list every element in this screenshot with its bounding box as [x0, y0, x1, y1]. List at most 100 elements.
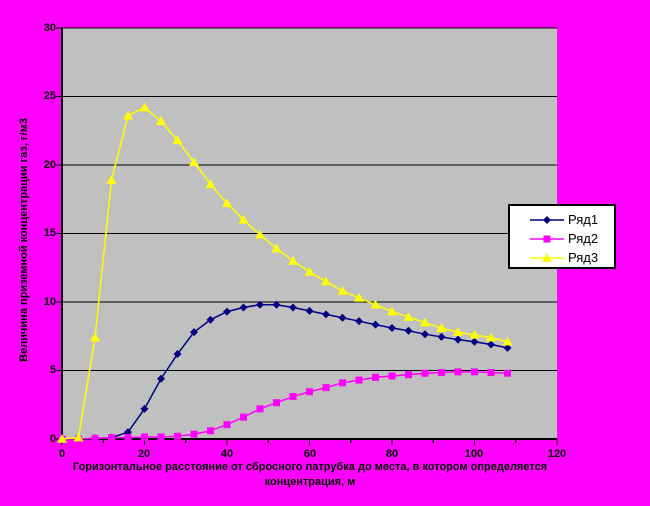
triangle-icon [542, 253, 552, 262]
series-2-marker[interactable] [487, 369, 495, 377]
series-1-marker[interactable] [470, 337, 479, 346]
x-axis-title: Горизонтальное расстояние от сбросного п… [72, 461, 548, 488]
series-2-marker[interactable] [372, 373, 379, 381]
series-1-marker[interactable] [487, 340, 495, 349]
series-3-marker[interactable] [222, 198, 232, 208]
series-3-marker[interactable] [321, 276, 331, 286]
series-2-marker[interactable] [141, 433, 148, 441]
series-2-marker[interactable] [289, 393, 297, 401]
series-1-marker[interactable] [338, 313, 347, 322]
series-1-marker[interactable] [322, 310, 330, 319]
series-2-marker[interactable] [322, 384, 330, 392]
series-1-marker[interactable] [289, 303, 297, 312]
x-tick-label: 80 [385, 448, 399, 460]
series-1-marker[interactable] [256, 300, 264, 309]
series-1-marker[interactable] [503, 343, 512, 352]
series-1-marker[interactable] [421, 330, 429, 339]
series-2-marker[interactable] [306, 388, 313, 396]
series-1-marker[interactable] [190, 328, 198, 337]
series-3-marker[interactable] [172, 135, 183, 145]
series-3-marker[interactable] [420, 317, 430, 327]
series-1-marker[interactable] [305, 306, 314, 315]
series-2-marker[interactable] [388, 372, 396, 380]
series-2-marker[interactable] [157, 433, 165, 441]
series-2-marker[interactable] [355, 376, 363, 384]
series-2-marker[interactable] [504, 369, 511, 377]
series-3-marker[interactable] [238, 214, 249, 224]
series-2-marker[interactable] [240, 413, 247, 421]
series-2-marker[interactable] [421, 369, 429, 377]
legend-line-sample-diamond-icon [530, 215, 564, 224]
legend[interactable]: Ряд1 Ряд2 Ряд3 [508, 204, 616, 269]
series-2-marker[interactable] [273, 399, 280, 407]
legend-label: Ряд2 [568, 230, 599, 246]
series-2-marker[interactable] [108, 434, 115, 442]
series-3-marker[interactable] [57, 434, 67, 443]
series-3-marker[interactable] [156, 116, 166, 125]
series-2-marker[interactable] [223, 421, 231, 429]
series-3-marker[interactable] [73, 432, 84, 442]
series-2-marker[interactable] [190, 430, 198, 438]
series-1-marker[interactable] [173, 350, 182, 359]
series-3-marker[interactable] [205, 179, 216, 188]
series-3-marker[interactable] [370, 299, 381, 309]
legend-label: Ряд3 [568, 249, 599, 265]
y-tick-label: 20 [43, 159, 56, 171]
series-3-marker[interactable] [453, 327, 463, 336]
series-1-marker[interactable] [140, 404, 149, 413]
y-tick-label: 25 [43, 90, 56, 102]
series-3-marker[interactable] [271, 243, 282, 253]
series-3-marker[interactable] [123, 110, 133, 120]
series-3-marker[interactable] [436, 323, 447, 332]
legend-item-series3[interactable]: Ряд3 [530, 248, 614, 267]
series-3-marker[interactable] [502, 336, 513, 346]
series-3-marker[interactable] [304, 266, 315, 276]
series-3-marker[interactable] [288, 255, 298, 265]
series-1-marker[interactable] [206, 315, 215, 324]
x-tick-label: 0 [58, 448, 66, 460]
series-2-marker[interactable] [339, 379, 346, 387]
series-2-marker[interactable] [174, 432, 181, 440]
series-1-marker[interactable] [272, 300, 281, 309]
series-2-marker[interactable] [91, 434, 99, 442]
series-3-marker[interactable] [255, 229, 265, 239]
series-3-marker[interactable] [387, 306, 397, 316]
legend-item-series2[interactable]: Ряд2 [530, 229, 614, 248]
series-1-marker[interactable] [388, 324, 396, 333]
series-2-line[interactable] [62, 371, 508, 440]
series-2-marker[interactable] [256, 405, 264, 413]
series-1-marker[interactable] [223, 307, 231, 316]
y-tick-label: 10 [43, 296, 56, 308]
series-1-marker[interactable] [437, 332, 446, 341]
series-3-marker[interactable] [337, 286, 348, 295]
series-2-marker[interactable] [454, 368, 462, 376]
series-3-marker[interactable] [469, 329, 480, 339]
x-tick-label: 20 [137, 448, 151, 460]
series-1-marker[interactable] [157, 374, 165, 383]
x-tick-label: 40 [220, 448, 234, 460]
series-2-marker[interactable] [438, 369, 445, 377]
series-1-marker[interactable] [355, 317, 363, 326]
x-tick-label: 120 [547, 448, 567, 460]
series-1-line[interactable] [62, 303, 508, 440]
series-1-marker[interactable] [404, 326, 413, 335]
series-1-marker[interactable] [239, 303, 248, 312]
legend-item-series1[interactable]: Ряд1 [530, 210, 614, 229]
series-1-marker[interactable] [371, 320, 380, 329]
series-3-marker[interactable] [354, 292, 364, 302]
series-2-marker[interactable] [405, 371, 412, 379]
series-2-marker[interactable] [124, 434, 132, 442]
series-3-marker[interactable] [106, 175, 117, 184]
series-3-marker[interactable] [189, 157, 199, 167]
series-3-marker[interactable] [90, 332, 100, 342]
series-2-marker[interactable] [471, 368, 478, 376]
y-tick-label: 0 [49, 433, 56, 445]
x-tick-label: 60 [303, 448, 317, 460]
series-3-marker[interactable] [139, 102, 150, 112]
series-1-marker[interactable] [454, 335, 462, 344]
series-3-line[interactable] [61, 106, 508, 440]
series-2-marker[interactable] [207, 427, 214, 435]
series-3-marker[interactable] [403, 312, 414, 321]
series-3-marker[interactable] [486, 332, 496, 342]
y-tick-label: 30 [43, 22, 56, 34]
